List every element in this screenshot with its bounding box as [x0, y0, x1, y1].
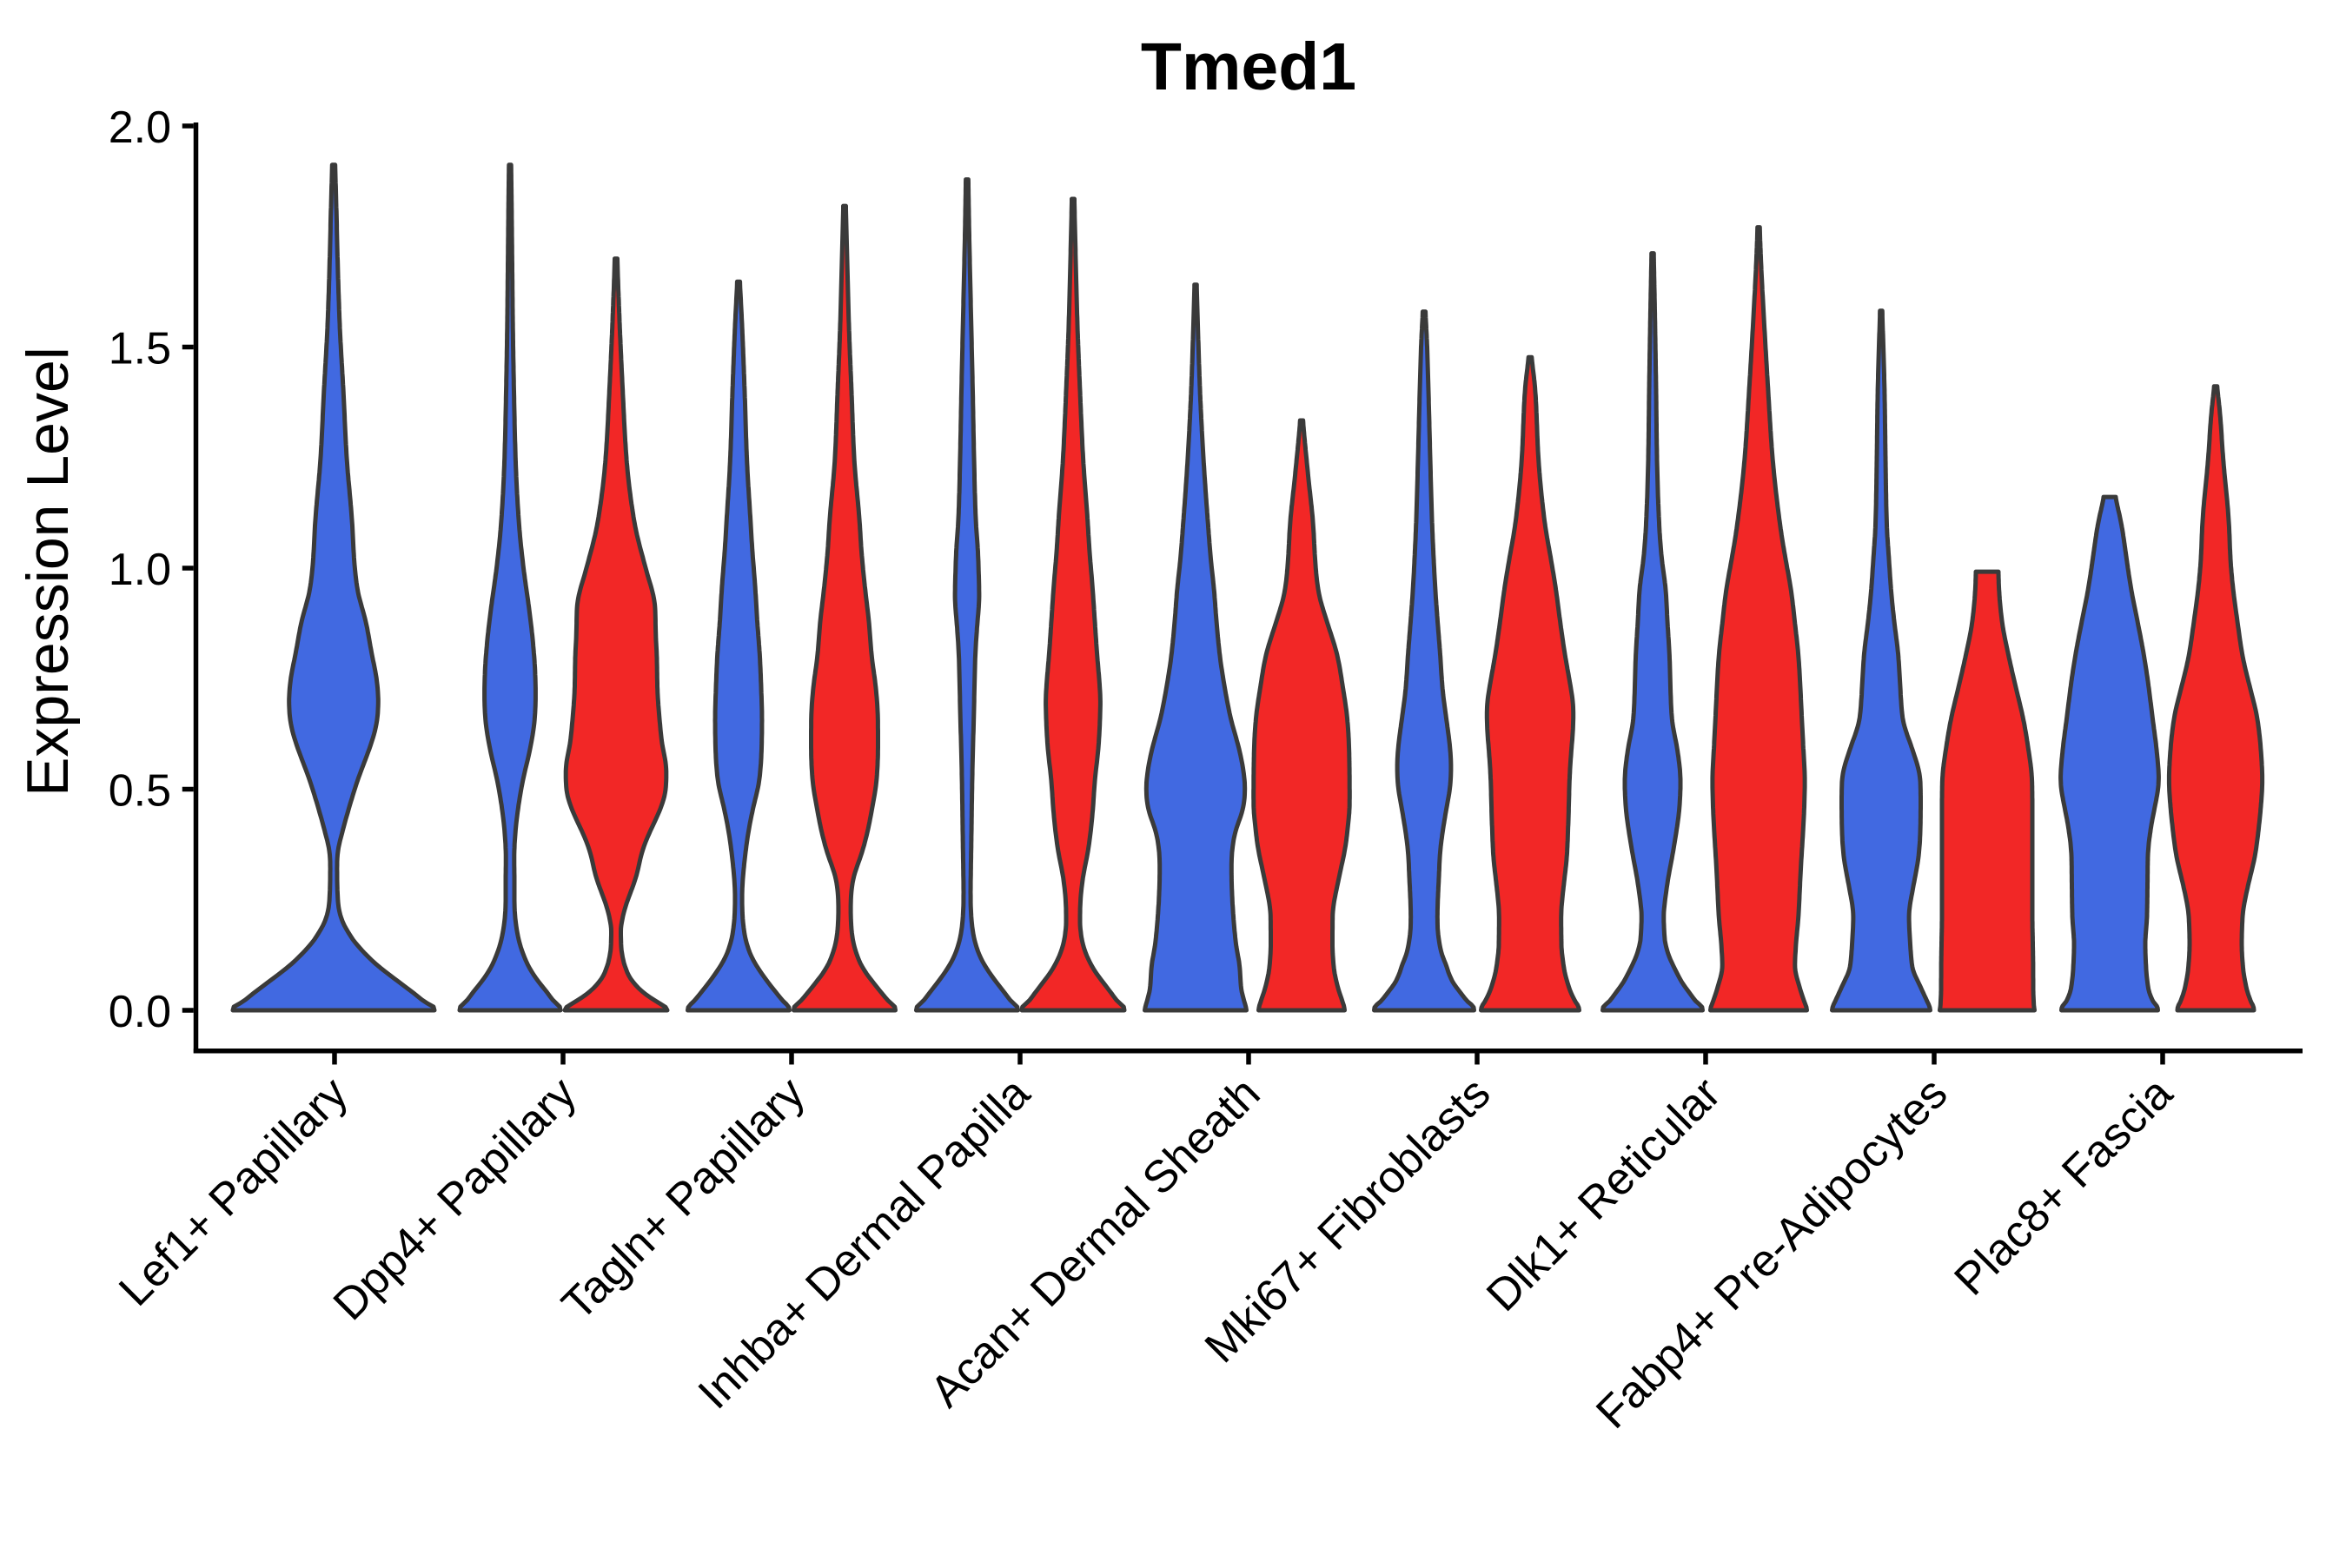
svg-text:1.0: 1.0	[109, 545, 171, 595]
svg-text:0.0: 0.0	[109, 987, 171, 1037]
svg-text:1.5: 1.5	[109, 324, 171, 374]
svg-text:0.5: 0.5	[109, 766, 171, 817]
svg-text:2.0: 2.0	[109, 103, 171, 153]
svg-text:Expression Level: Expression Level	[15, 347, 81, 797]
svg-text:Tmed1: Tmed1	[1141, 30, 1356, 104]
